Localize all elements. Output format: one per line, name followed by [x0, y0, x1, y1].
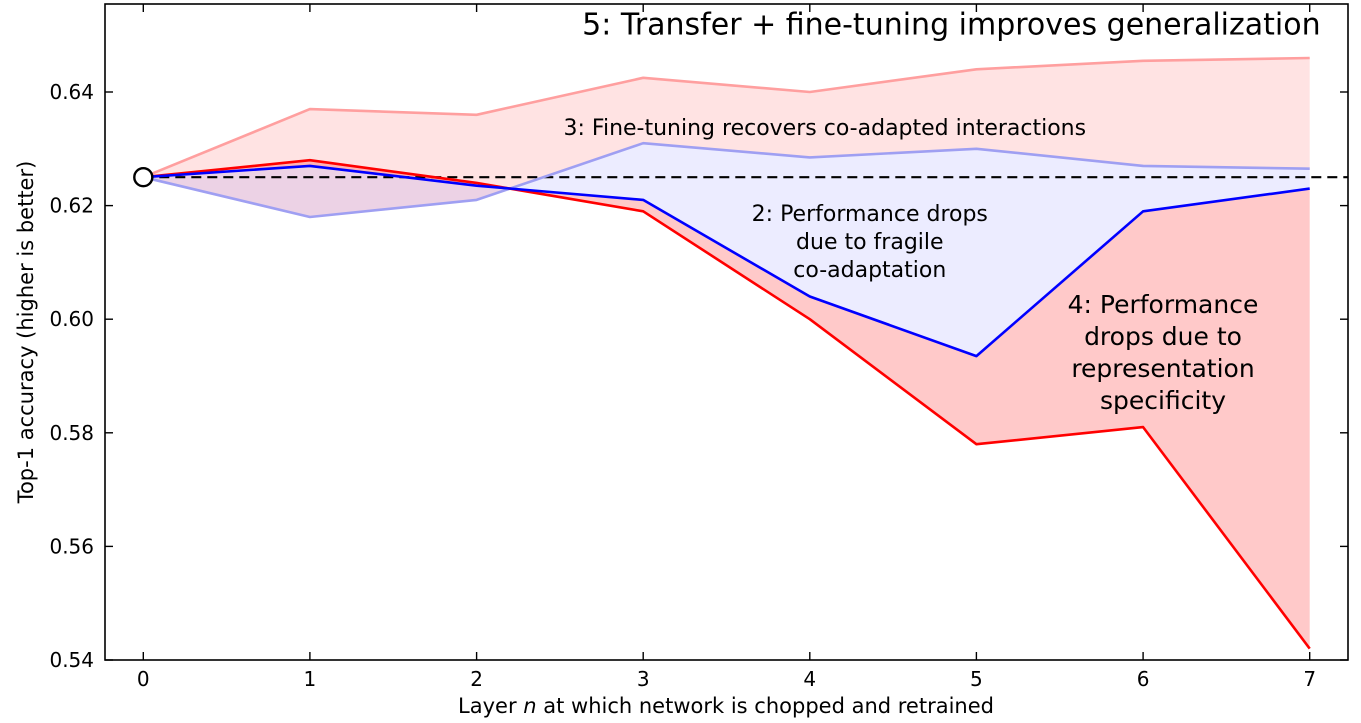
annotation-5: 5: Transfer + fine-tuning improves gener… [582, 8, 1320, 43]
y-tick-label: 0.58 [49, 421, 94, 445]
y-axis-label: Top-1 accuracy (higher is better) [14, 160, 38, 504]
x-axis-label-prefix: Layer [458, 694, 524, 718]
plot-frame [104, 3, 1349, 661]
annotation-2: 2: Performance drops due to fragile co-ada… [752, 202, 988, 283]
start-marker [133, 166, 154, 188]
x-tick-label: 7 [1303, 667, 1316, 691]
x-tick-label: 1 [304, 667, 317, 691]
series-line-transfer [143, 158, 1311, 650]
y-tick-label: 0.54 [49, 648, 94, 672]
x-tick-label: 0 [137, 667, 150, 691]
x-tick-label: 5 [970, 667, 983, 691]
x-axis-label-suffix: at which network is chopped and retraine… [536, 694, 994, 718]
annotation-4: 4: Performance drops due to representation… [1068, 290, 1259, 415]
series-line-finetune [142, 141, 1310, 219]
region-2-fill [143, 143, 1310, 357]
region-4-fill [143, 160, 1310, 649]
y-tick-label: 0.62 [49, 194, 94, 218]
x-tick-label: 2 [470, 667, 483, 691]
x-axis-label: Layer n at which network is chopped and … [458, 694, 994, 718]
y-tick-label: 0.60 [49, 307, 94, 331]
series-line-chop_retrain [143, 164, 1310, 358]
y-tick-label: 0.56 [49, 534, 94, 558]
x-tick-label: 6 [1137, 667, 1150, 691]
x-axis-label-variable-n: n [523, 694, 537, 718]
annotation-3: 3: Fine-tuning recovers co-adapted inter… [564, 116, 1087, 141]
y-tick-label: 0.64 [49, 80, 94, 104]
x-tick-label: 3 [637, 667, 650, 691]
series-line-transfer_finetune [142, 56, 1310, 179]
x-tick-label: 4 [803, 667, 816, 691]
